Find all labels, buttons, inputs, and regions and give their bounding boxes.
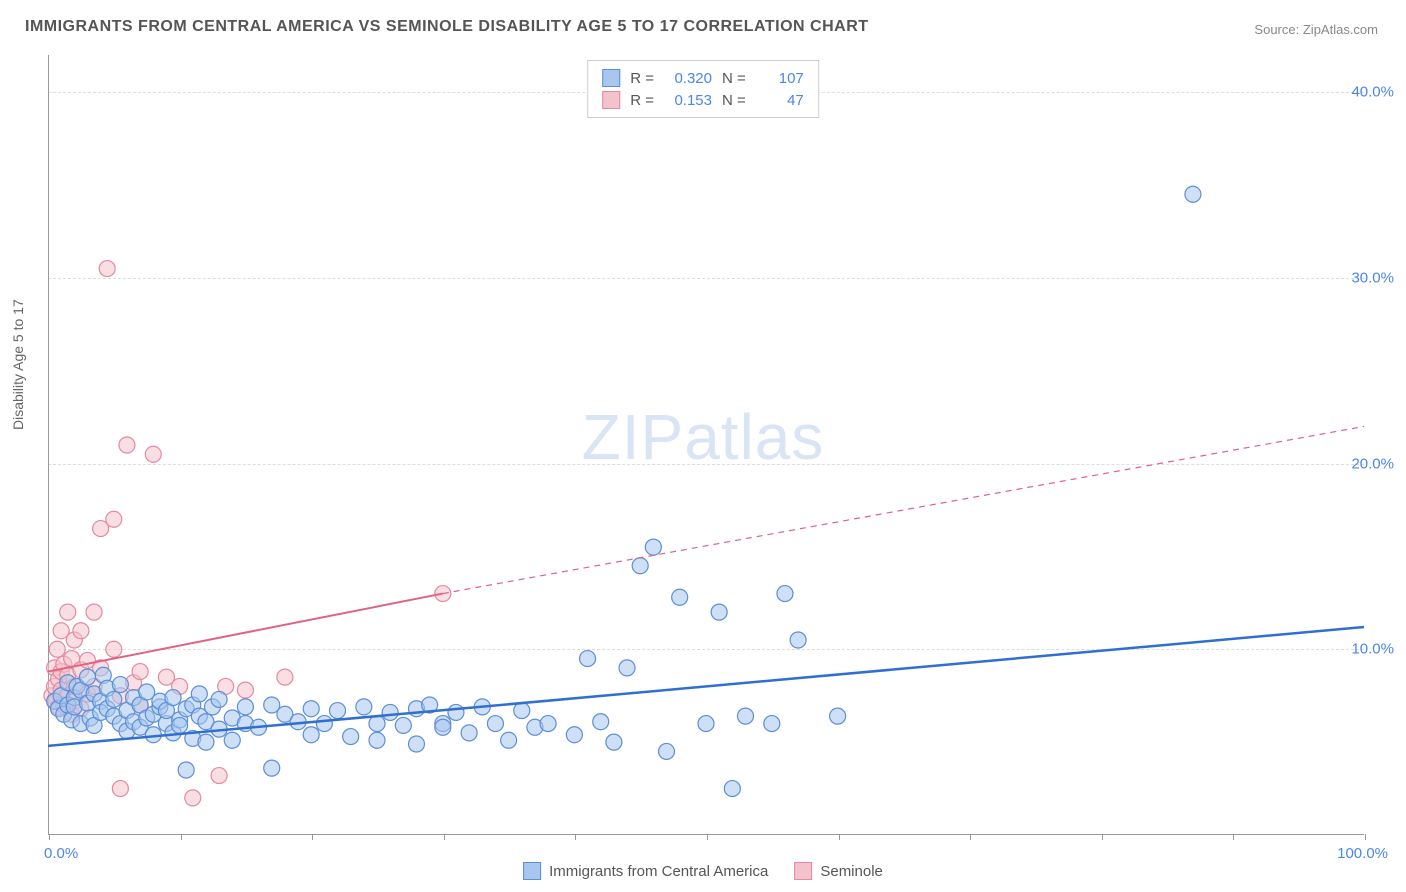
scatter-point (580, 651, 596, 667)
x-tick-label-min: 0.0% (44, 845, 78, 862)
legend-r-pink: 0.153 (664, 92, 712, 109)
scatter-point (198, 734, 214, 750)
scatter-point (172, 717, 188, 733)
scatter-point (566, 727, 582, 743)
scatter-point (106, 511, 122, 527)
legend-row-blue: R = 0.320 N = 107 (602, 67, 804, 89)
legend-n-blue: 107 (756, 70, 804, 87)
scatter-point (343, 729, 359, 745)
scatter-point (49, 641, 65, 657)
legend-item-blue: Immigrants from Central America (523, 862, 768, 880)
scatter-point (632, 558, 648, 574)
scatter-point (593, 714, 609, 730)
x-tick-label-max: 100.0% (1337, 845, 1388, 862)
legend-label-blue: Immigrants from Central America (549, 863, 768, 880)
scatter-point (145, 446, 161, 462)
scatter-point (606, 734, 622, 750)
scatter-point (724, 781, 740, 797)
scatter-point (408, 736, 424, 752)
scatter-point (112, 781, 128, 797)
regression-line (48, 594, 443, 672)
scatter-point (211, 768, 227, 784)
x-tick (1365, 834, 1366, 840)
scatter-point (132, 664, 148, 680)
scatter-point (619, 660, 635, 676)
legend-r-blue: 0.320 (664, 70, 712, 87)
scatter-point (99, 261, 115, 277)
scatter-point (106, 641, 122, 657)
legend-swatch-blue (602, 69, 620, 87)
scatter-point (711, 604, 727, 620)
legend-n-label: N = (722, 70, 746, 87)
scatter-point (330, 703, 346, 719)
scatter-point (191, 686, 207, 702)
scatter-point (501, 732, 517, 748)
legend-item-pink: Seminole (794, 862, 883, 880)
chart-title: IMMIGRANTS FROM CENTRAL AMERICA VS SEMIN… (25, 18, 869, 36)
legend-r-label: R = (630, 70, 654, 87)
scatter-point (395, 717, 411, 733)
scatter-point (659, 743, 675, 759)
scatter-point (1185, 186, 1201, 202)
scatter-point (830, 708, 846, 724)
scatter-point (672, 589, 688, 605)
scatter-point (237, 682, 253, 698)
scatter-point (461, 725, 477, 741)
scatter-point (303, 727, 319, 743)
scatter-point (369, 716, 385, 732)
scatter-point (435, 719, 451, 735)
y-axis-label: Disability Age 5 to 17 (10, 299, 26, 430)
legend-r-label: R = (630, 92, 654, 109)
scatter-point (645, 539, 661, 555)
scatter-point (79, 669, 95, 685)
scatter-point (277, 669, 293, 685)
scatter-point (112, 677, 128, 693)
scatter-point (514, 703, 530, 719)
scatter-point (211, 691, 227, 707)
scatter-point (737, 708, 753, 724)
legend-n-pink: 47 (756, 92, 804, 109)
scatter-point (73, 623, 89, 639)
scatter-point (224, 732, 240, 748)
scatter-point (369, 732, 385, 748)
scatter-point (764, 716, 780, 732)
scatter-point (86, 604, 102, 620)
scatter-point (356, 699, 372, 715)
scatter-point (185, 790, 201, 806)
scatter-point (165, 690, 181, 706)
scatter-point (106, 691, 122, 707)
scatter-point (316, 716, 332, 732)
scatter-point (448, 704, 464, 720)
legend-row-pink: R = 0.153 N = 47 (602, 89, 804, 111)
scatter-point (60, 604, 76, 620)
scatter-point (777, 586, 793, 602)
source-attribution: Source: ZipAtlas.com (1254, 22, 1378, 37)
regression-line (443, 426, 1364, 593)
source-label: Source: (1254, 22, 1299, 37)
legend-label-pink: Seminole (820, 863, 883, 880)
scatter-point (303, 701, 319, 717)
scatter-point (264, 760, 280, 776)
scatter-point (487, 716, 503, 732)
legend-swatch-pink (602, 91, 620, 109)
legend-n-label: N = (722, 92, 746, 109)
legend-series: Immigrants from Central America Seminole (523, 862, 883, 880)
legend-swatch-pink (794, 862, 812, 880)
source-value: ZipAtlas.com (1303, 22, 1378, 37)
scatter-point (382, 704, 398, 720)
scatter-point (237, 699, 253, 715)
scatter-point (178, 762, 194, 778)
legend-swatch-blue (523, 862, 541, 880)
scatter-point (698, 716, 714, 732)
scatter-point (119, 437, 135, 453)
scatter-point (790, 632, 806, 648)
legend-correlation-box: R = 0.320 N = 107 R = 0.153 N = 47 (587, 60, 819, 118)
scatter-point (540, 716, 556, 732)
chart-svg (48, 55, 1364, 835)
